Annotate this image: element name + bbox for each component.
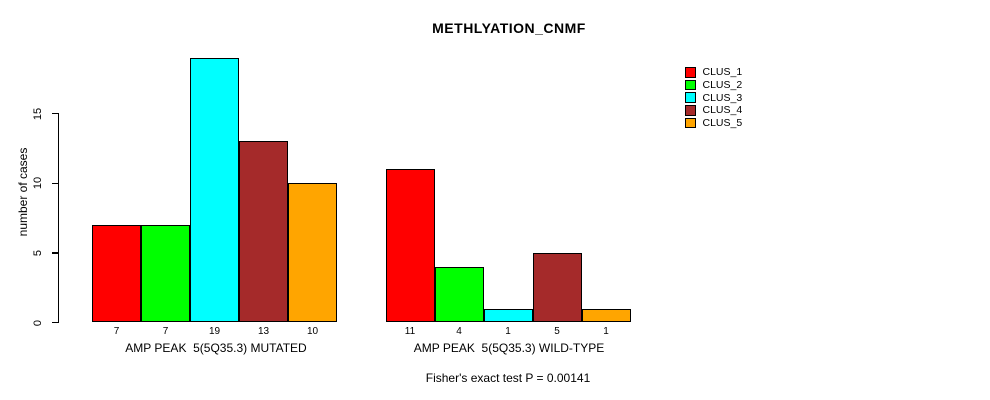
y-tick-label: 0	[32, 319, 44, 326]
y-tick-mark	[52, 252, 59, 254]
bar-clus_2	[434, 266, 484, 323]
bar-value-label: 13	[257, 326, 270, 337]
legend-item-clus_2: CLUS_2	[685, 79, 742, 92]
legend-item-clus_3: CLUS_3	[685, 91, 742, 104]
bar-value-label: 5	[554, 326, 560, 337]
legend-swatch-clus_5	[685, 117, 696, 129]
bar-clus_5	[288, 183, 337, 323]
y-tick-label: 10	[32, 177, 44, 190]
bar-clus_3	[190, 57, 239, 323]
bar-clus_5	[581, 308, 631, 323]
y-tick-label: 5	[32, 249, 44, 256]
legend-item-clus_4: CLUS_4	[685, 104, 742, 117]
x-group-label-mutated: AMP PEAK 5(5Q35.3) MUTATED	[125, 341, 307, 355]
legend: CLUS_1 CLUS_2 CLUS_3 CLUS_4 CLUS_5	[685, 66, 742, 129]
bar-value-label: 1	[603, 326, 609, 337]
legend-item-clus_5: CLUS_5	[685, 117, 742, 130]
bar-value-label: 10	[306, 326, 319, 337]
y-tick-mark	[52, 321, 59, 324]
bar-value-label: 11	[404, 326, 416, 337]
legend-label: CLUS_5	[702, 117, 743, 130]
legend-swatch-clus_1	[685, 67, 696, 78]
y-tick-mark	[52, 112, 59, 115]
bar-clus_1	[92, 224, 141, 323]
y-tick-mark	[52, 182, 59, 184]
y-axis-line	[58, 113, 60, 324]
bar-value-label: 7	[162, 326, 169, 337]
legend-swatch-clus_2	[685, 79, 696, 91]
chart-title: METHLYATION_CNMF	[432, 20, 586, 36]
legend-swatch-clus_4	[685, 105, 696, 116]
legend-item-clus_1: CLUS_1	[685, 66, 742, 79]
bar-value-label: 1	[505, 326, 511, 337]
legend-label: CLUS_1	[702, 66, 743, 79]
bar-clus_1	[385, 169, 435, 323]
x-group-label-wild-type: AMP PEAK 5(5Q35.3) WILD-TYPE	[413, 341, 605, 355]
legend-swatch-clus_3	[685, 92, 696, 103]
bar-clus_4	[532, 252, 582, 323]
y-tick-label: 15	[32, 107, 44, 120]
bar-value-label: 19	[208, 326, 221, 337]
bar-clus_3	[483, 308, 533, 323]
bar-value-label: 7	[113, 326, 120, 337]
legend-label: CLUS_4	[702, 104, 743, 117]
bar-clus_2	[141, 224, 190, 323]
legend-label: CLUS_3	[702, 91, 743, 104]
fisher-test-annotation: Fisher's exact test P = 0.00141	[425, 371, 591, 385]
legend-label: CLUS_2	[702, 79, 743, 92]
bar-clus_4	[239, 141, 288, 323]
bar-value-label: 4	[456, 326, 462, 337]
